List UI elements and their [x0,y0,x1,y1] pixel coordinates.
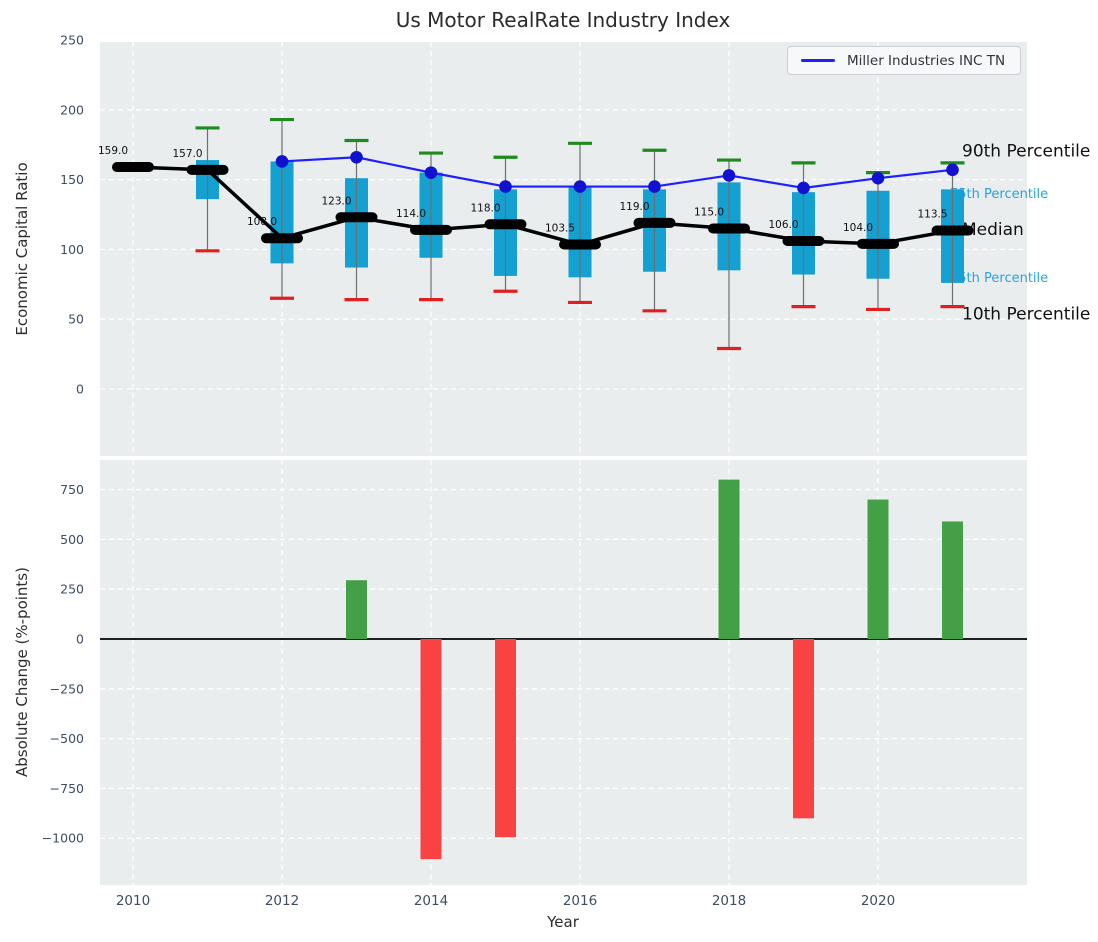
bottom-ytick-750: 750 [60,482,84,497]
median-value-label-2015: 118.0 [471,202,501,214]
annotation-90th-percentile: 90th Percentile [962,141,1090,161]
change-bar-2020 [867,499,889,639]
median-marker-2020 [857,238,899,249]
miller-dot-2020 [871,171,885,185]
change-bar-2018 [718,479,740,639]
change-bar-2019 [793,639,814,819]
top-ytick-0: 0 [76,382,84,397]
median-value-label-2012: 108.0 [247,216,277,228]
miller-dot-2014 [424,166,438,179]
miller-dot-2018 [722,169,736,182]
chart-title: Us Motor RealRate Industry Index [395,8,731,32]
bottom-ytick-−750: −750 [50,781,84,796]
change-bar-2021 [942,521,963,639]
median-value-label-2019: 106.0 [769,219,799,231]
median-marker-2015 [484,219,527,230]
bottom-ytick-−500: −500 [50,731,84,746]
change-bar-2015 [495,639,516,838]
median-value-label-2014: 114.0 [396,208,426,220]
miller-dot-2019 [797,181,810,195]
x-axis-label: Year [547,913,579,931]
median-value-label-2016: 103.5 [545,223,575,235]
miller-dot-2016 [573,180,587,193]
xtick-2010: 2010 [116,893,150,909]
bottom-ytick-0: 0 [76,632,84,647]
bottom-ytick-500: 500 [60,532,84,547]
bottom-ytick-−1000: −1000 [42,831,84,846]
top-ytick-150: 150 [60,172,84,187]
xtick-2012: 2012 [265,893,299,909]
median-marker-2021 [931,225,974,236]
top-ytick-100: 100 [60,242,84,257]
legend-line-swatch [801,59,835,62]
miller-dot-2015 [499,180,512,193]
xtick-2020: 2020 [861,893,895,909]
median-value-label-2013: 123.0 [322,195,352,207]
legend: Miller Industries INC TN [787,46,1021,75]
top-ytick-50: 50 [68,312,84,327]
median-marker-2011 [186,164,229,175]
median-marker-2013 [335,212,378,223]
miller-dot-2012 [275,155,289,168]
median-marker-2016 [559,239,601,250]
median-value-label-2021: 113.5 [918,209,948,221]
bottom-ytick-250: 250 [60,582,84,597]
change-bar-2013 [346,580,367,639]
median-value-label-2018: 115.0 [694,206,724,218]
top-ytick-200: 200 [60,102,84,117]
annotation-10th-percentile: 10th Percentile [962,305,1090,325]
legend-label: Miller Industries INC TN [847,52,1006,69]
median-marker-2010 [112,162,154,173]
change-bar-2014 [420,639,442,860]
xtick-2016: 2016 [563,893,597,909]
median-value-label-2010: 159.0 [98,145,128,157]
annotation-median: Median [962,220,1024,240]
median-value-label-2020: 104.0 [843,222,873,234]
annotation-75th-percentile: 75th Percentile [950,187,1048,202]
median-marker-2018 [708,223,750,234]
xtick-2014: 2014 [414,893,448,909]
median-marker-2012 [261,233,303,244]
median-marker-2019 [782,236,825,247]
xtick-2018: 2018 [712,893,746,909]
annotation-25th-percentile: 25th Percentile [950,271,1048,286]
median-marker-2017 [633,217,676,228]
median-value-label-2011: 157.0 [173,148,203,160]
miller-dot-2013 [350,150,363,164]
median-value-label-2017: 119.0 [620,201,650,213]
miller-dot-2017 [648,180,661,193]
top-y-axis-label: Economic Capital Ratio [13,162,31,336]
top-ytick-250: 250 [60,33,84,48]
miller-dot-2021 [946,163,959,177]
bottom-ytick-−250: −250 [50,681,84,696]
bottom-y-axis-label: Absolute Change (%-points) [13,567,31,777]
miller-line [281,156,953,190]
median-marker-2014 [410,224,452,235]
